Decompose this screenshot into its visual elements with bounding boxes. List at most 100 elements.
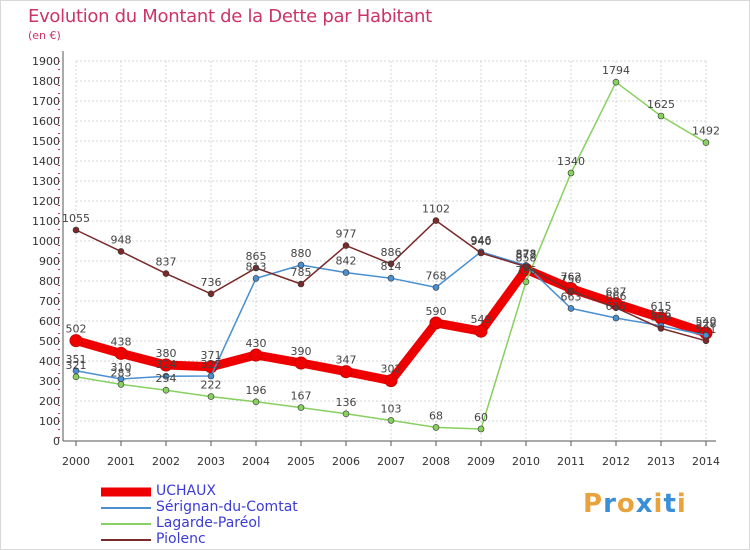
data-label: 872 (516, 249, 537, 262)
data-point (297, 261, 305, 269)
data-label: 351 (66, 353, 87, 366)
legend-swatch (101, 539, 151, 541)
data-label: 254 (156, 372, 177, 385)
data-label: 501 (696, 323, 717, 336)
x-tick-label: 2010 (512, 455, 540, 468)
x-tick-label: 2011 (557, 455, 585, 468)
data-point (117, 381, 125, 388)
data-label: 750 (561, 273, 582, 286)
data-label: 687 (606, 286, 627, 299)
legend-label: Lagarde-Paréol (156, 515, 261, 531)
data-label: 1492 (692, 125, 720, 138)
data-label: 540 (696, 315, 717, 328)
data-label: 837 (156, 256, 177, 269)
data-label: 940 (471, 235, 492, 248)
data-label: 563 (651, 310, 672, 323)
data-label: 222 (201, 379, 222, 392)
data-point (72, 226, 80, 234)
data-label: 136 (336, 396, 357, 409)
data-point (339, 365, 353, 379)
y-tick-label: 200 (39, 395, 60, 408)
y-tick-label: 1700 (32, 95, 60, 108)
data-label: 502 (66, 323, 87, 336)
data-label: 1625 (647, 98, 675, 111)
y-tick-label: 1900 (32, 55, 60, 68)
data-point (522, 263, 530, 270)
data-point (162, 270, 170, 277)
data-label: 68 (429, 409, 443, 422)
data-point (249, 348, 263, 362)
y-tick-label: 400 (39, 355, 60, 368)
data-point (162, 386, 170, 394)
data-label: 390 (291, 345, 312, 358)
data-label: 1340 (557, 155, 585, 168)
data-point (159, 358, 173, 372)
data-label: 946 (471, 234, 492, 247)
data-point (297, 404, 305, 411)
data-point (387, 260, 395, 268)
y-tick-label: 600 (39, 315, 60, 328)
data-point (477, 249, 485, 257)
legend-label: Sérignan-du-Comtat (156, 499, 298, 515)
data-label: 438 (111, 335, 132, 348)
data-point (207, 290, 215, 298)
legend-swatch (101, 487, 151, 497)
data-label: 196 (246, 384, 267, 397)
data-label: 324 (156, 358, 177, 371)
x-tick-label: 2013 (647, 455, 675, 468)
y-tick-label: 1000 (32, 235, 60, 248)
data-point (429, 316, 443, 330)
data-label: 736 (201, 276, 222, 289)
data-label: 1055 (62, 212, 90, 225)
x-tick-label: 2003 (197, 455, 225, 468)
data-label: 167 (291, 390, 312, 403)
data-point (567, 305, 575, 312)
data-label: 858 (516, 251, 537, 264)
data-label: 796 (516, 264, 537, 277)
data-point (702, 337, 710, 345)
data-point (567, 169, 575, 177)
data-label: 380 (156, 347, 177, 360)
data-point (342, 242, 350, 249)
data-label: 886 (381, 246, 402, 259)
data-point (252, 264, 260, 272)
data-point (207, 393, 215, 400)
data-label: 615 (651, 300, 672, 313)
data-point (72, 373, 80, 381)
data-label: 302 (381, 363, 402, 376)
data-point (252, 398, 260, 406)
data-label: 347 (336, 354, 357, 367)
data-label: 1102 (422, 203, 450, 216)
data-label: 878 (516, 247, 537, 260)
data-label: 325 (201, 358, 222, 371)
y-tick-label: 0 (53, 435, 60, 448)
data-label: 310 (111, 361, 132, 374)
data-point (117, 248, 125, 255)
data-point (612, 304, 620, 312)
data-label: 528 (696, 317, 717, 330)
data-point (252, 275, 260, 282)
data-point (384, 374, 398, 388)
data-point (567, 287, 575, 295)
data-label: 948 (111, 233, 132, 246)
data-point (294, 356, 308, 370)
data-label: 430 (246, 337, 267, 350)
data-label: 785 (291, 266, 312, 279)
data-label: 814 (381, 260, 402, 273)
axes: 0 100 200 300 400 500 600 700 800 900 1000 1100 1200… (32, 51, 720, 468)
x-tick-label: 2014 (692, 455, 720, 468)
data-label: 842 (336, 255, 357, 268)
data-label: 762 (561, 271, 582, 284)
data-label: 576 (651, 308, 672, 321)
y-tick-label: 800 (39, 275, 60, 288)
y-tick-label: 100 (39, 415, 60, 428)
x-tick-label: 2007 (377, 455, 405, 468)
y-tick-label: 1200 (32, 195, 60, 208)
legend-label: UCHAUX (156, 483, 216, 499)
brand-logo: Proxiti (583, 489, 687, 519)
data-label: 880 (291, 247, 312, 260)
data-label: 549 (471, 313, 492, 326)
data-point (207, 372, 215, 380)
data-label: 813 (246, 260, 267, 273)
